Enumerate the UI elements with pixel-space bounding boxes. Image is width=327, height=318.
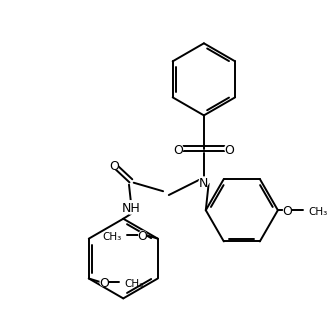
Circle shape [174, 144, 183, 153]
Circle shape [109, 160, 119, 169]
Text: CH₃: CH₃ [102, 232, 122, 242]
Circle shape [284, 206, 291, 214]
Circle shape [225, 144, 234, 153]
Text: CH₃: CH₃ [125, 279, 144, 289]
Text: O: O [99, 277, 109, 290]
Text: O: O [225, 143, 234, 156]
Text: O: O [109, 160, 119, 173]
Circle shape [100, 279, 108, 286]
Text: N: N [199, 177, 209, 190]
Text: NH: NH [122, 202, 140, 215]
Text: O: O [138, 230, 147, 243]
Text: CH₃: CH₃ [308, 207, 327, 217]
Circle shape [124, 201, 138, 214]
Circle shape [139, 231, 146, 239]
Text: O: O [173, 143, 183, 156]
Circle shape [199, 177, 209, 186]
Text: O: O [283, 205, 292, 218]
